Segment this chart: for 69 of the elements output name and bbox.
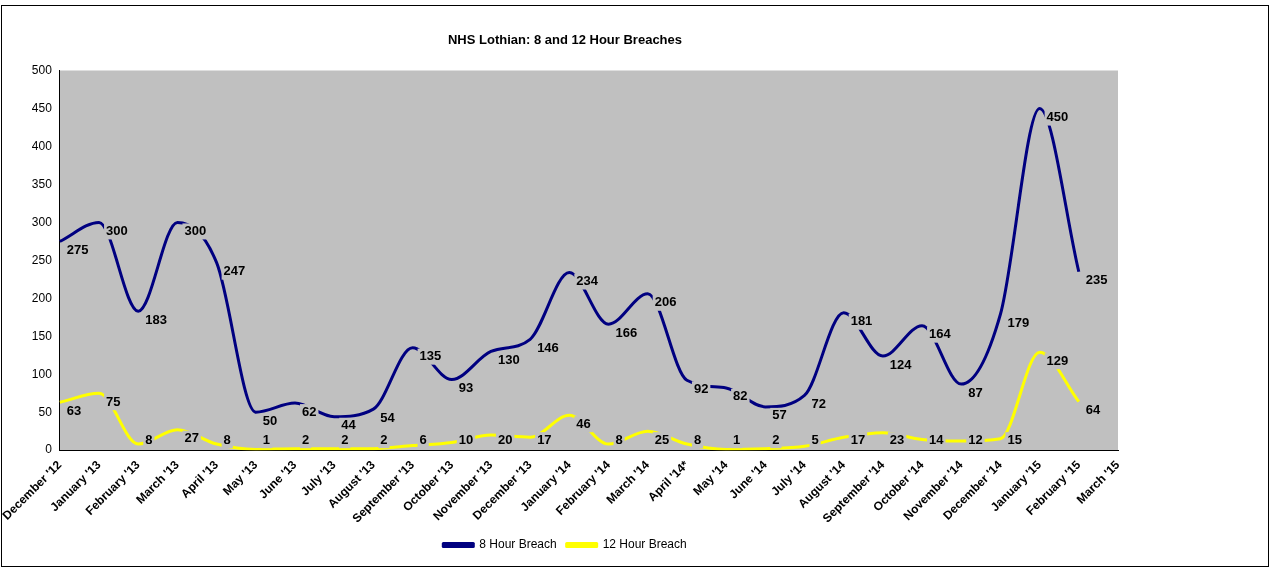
data-label: 10 [458,431,474,447]
data-label: 27 [184,430,199,446]
y-tick-label: 200 [31,290,53,305]
data-label: 6 [419,431,427,447]
data-label: 46 [576,415,591,431]
y-tick-label: 100 [31,366,53,381]
data-label: 8 [693,431,702,447]
data-label: 5 [811,431,819,447]
y-tick-label: 450 [31,100,53,115]
data-label: 179 [1007,314,1030,330]
legend-label: 8 Hour Breach [479,537,557,552]
y-tick-label: 300 [31,214,53,229]
data-label: 1 [262,431,271,447]
data-label: 17 [850,431,866,447]
data-label: 206 [654,294,677,310]
data-label: 12 [968,431,983,447]
data-label: 44 [341,417,357,433]
data-label: 235 [1085,272,1108,288]
data-label: 2 [380,431,388,447]
data-label: 124 [889,356,913,372]
data-label: 72 [811,396,826,412]
data-label: 1 [733,431,741,447]
chart-title: NHS Lothian: 8 and 12 Hour Breaches [447,32,683,48]
data-label: 181 [850,313,873,329]
data-label: 146 [537,339,559,355]
y-tick-label: 500 [31,62,53,77]
data-label: 50 [262,412,278,428]
data-label: 75 [106,393,121,409]
data-label: 54 [380,409,396,425]
data-label: 14 [929,431,945,447]
data-label: 64 [1085,402,1102,418]
data-label: 8 [223,431,231,447]
y-tick-label: 350 [31,176,53,191]
data-label: 92 [693,380,709,396]
data-label: 183 [145,311,167,327]
data-label: 130 [497,352,520,368]
data-label: 8 [145,431,153,447]
data-label: 164 [929,326,952,342]
data-label: 15 [1007,431,1022,447]
data-label: 275 [66,241,89,257]
data-label: 25 [654,431,670,447]
data-label: 23 [889,431,905,447]
data-label: 57 [772,407,787,423]
y-tick-label: 250 [31,252,53,267]
data-label: 135 [419,348,442,364]
data-label: 87 [968,384,983,400]
data-label: 63 [66,402,82,418]
y-tick-label: 400 [31,138,53,153]
data-label: 2 [772,431,780,447]
y-tick-label: 50 [38,404,53,419]
y-tick-label: 150 [31,328,53,343]
data-label: 450 [1046,109,1069,125]
legend-label: 12 Hour Breach [602,537,687,552]
data-label: 20 [497,431,513,447]
data-label: 166 [615,324,638,340]
line-series [58,350,1081,451]
y-tick-label: 0 [45,442,53,457]
data-label: 300 [106,223,128,238]
data-label: 247 [223,263,246,279]
data-label: 62 [301,403,317,419]
data-label: 2 [301,431,310,447]
data-label: 2 [341,431,349,447]
data-label: 93 [458,380,474,396]
data-label: 300 [184,223,207,238]
data-label: 82 [733,388,748,404]
data-label: 129 [1046,352,1069,368]
data-label: 234 [576,273,599,289]
data-label: 8 [615,431,623,447]
data-label: 17 [537,431,552,447]
